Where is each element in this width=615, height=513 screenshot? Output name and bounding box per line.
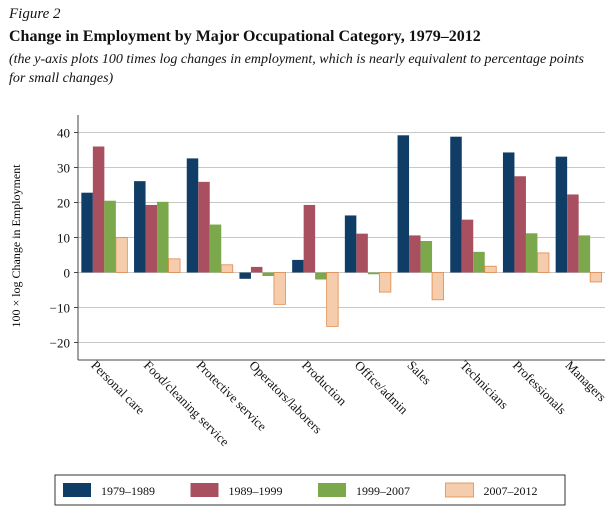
bar <box>315 272 327 280</box>
legend: 1979–1989 1989–1999 1999–2007 2007–2012 <box>54 474 566 506</box>
legend-swatch <box>318 483 346 497</box>
bar <box>145 204 158 273</box>
x-tick-label: Professionals <box>510 358 570 418</box>
bar <box>292 259 304 273</box>
bar <box>134 181 146 273</box>
bar <box>115 237 128 273</box>
bar <box>409 235 421 273</box>
figure-label: Figure 2 <box>9 6 61 22</box>
y-tick-label: 20 <box>57 196 70 211</box>
bar <box>578 235 591 273</box>
y-tick-label: −10 <box>50 301 70 316</box>
bar <box>356 233 368 273</box>
bar <box>514 176 526 273</box>
x-tick-label: Personal care <box>88 358 148 418</box>
bar <box>157 201 169 273</box>
legend-box <box>54 474 566 506</box>
y-tick-label: 0 <box>64 266 71 281</box>
x-tick-label: Technicians <box>457 358 511 412</box>
bar <box>367 272 380 275</box>
bar <box>450 136 462 273</box>
bars <box>81 135 603 327</box>
bar <box>461 219 474 273</box>
y-axis-label: 100 × log Change in Employment <box>9 164 23 328</box>
x-tick-label: Office/admin <box>352 358 412 418</box>
bar <box>198 181 210 273</box>
bar <box>168 258 181 273</box>
legend-swatch <box>63 483 91 497</box>
legend-label: 1989–1999 <box>229 484 283 498</box>
legend-label: 2007–2012 <box>484 484 538 498</box>
chart-title: Change in Employment by Major Occupation… <box>9 28 481 45</box>
y-tick-label: −20 <box>50 336 70 351</box>
bar <box>473 251 485 273</box>
bar <box>104 200 116 273</box>
bar <box>567 194 579 273</box>
bar <box>239 272 251 279</box>
bar <box>92 146 105 273</box>
bar <box>555 156 568 273</box>
x-tick-label: Managers <box>563 358 610 405</box>
bar <box>326 272 339 327</box>
bar <box>502 152 515 273</box>
bar <box>431 272 444 301</box>
legend-swatch <box>445 482 474 498</box>
bar <box>220 264 234 273</box>
bar <box>81 192 93 273</box>
legend-label: 1979–1989 <box>101 484 155 498</box>
bar <box>344 215 357 273</box>
bar <box>525 233 538 273</box>
bar <box>186 158 199 273</box>
bar <box>303 204 316 273</box>
x-tick-label: Sales <box>404 358 434 388</box>
bar <box>397 135 410 273</box>
bar <box>420 241 433 273</box>
chart-subtitle: (the y-axis plots 100 times log changes … <box>9 52 584 86</box>
bar <box>537 252 550 273</box>
legend-label: 1999–2007 <box>356 484 410 498</box>
legend-swatch <box>190 483 219 497</box>
bar <box>209 224 222 273</box>
bar <box>484 265 497 273</box>
bar <box>273 272 286 305</box>
bar <box>262 272 274 276</box>
bar <box>250 266 263 273</box>
bar <box>589 272 603 283</box>
y-tick-label: 30 <box>57 161 70 176</box>
x-tick-label: Production <box>299 358 350 409</box>
y-tick-label: 10 <box>57 231 70 246</box>
bar <box>378 272 392 293</box>
y-tick-label: 40 <box>57 126 70 141</box>
